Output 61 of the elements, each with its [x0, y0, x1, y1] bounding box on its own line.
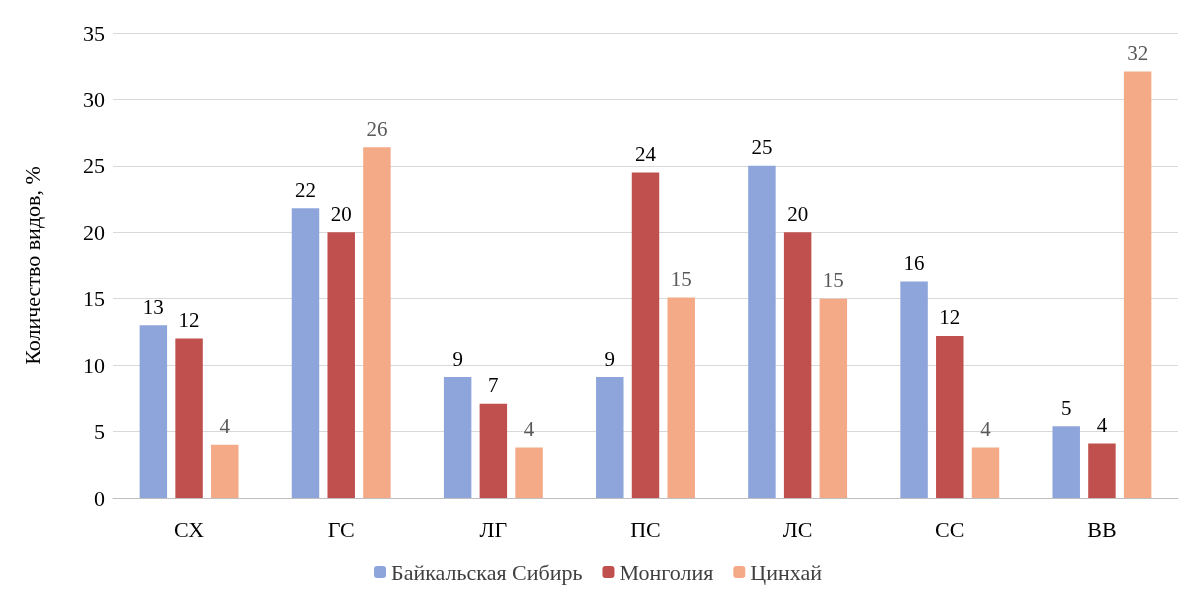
data-label: 12 [178, 308, 200, 333]
data-label: 13 [142, 294, 164, 319]
y-axis-title: Количество видов, % [19, 166, 45, 365]
x-tick-label: ЛГ [479, 516, 508, 542]
bar [748, 165, 776, 498]
data-label: 4 [523, 417, 535, 442]
data-label: 22 [295, 177, 316, 202]
data-label: 20 [787, 201, 809, 226]
bar [443, 377, 472, 498]
bar [515, 447, 543, 498]
bar [631, 172, 660, 498]
bar [1088, 443, 1116, 498]
y-tick-label: 25 [83, 153, 105, 179]
data-label: 9 [452, 346, 463, 371]
data-label: 32 [1127, 41, 1149, 66]
y-tick-label: 30 [83, 86, 105, 112]
legend-label: Монголия [619, 559, 714, 585]
bar [363, 147, 391, 498]
y-tick-label: 5 [94, 419, 105, 445]
legend-label: Цинхай [750, 559, 823, 585]
bar [667, 297, 695, 498]
data-label: 12 [939, 305, 961, 330]
data-label: 9 [604, 346, 616, 371]
y-tick-label: 15 [83, 286, 105, 312]
data-label: 7 [488, 373, 499, 398]
bar [783, 232, 812, 498]
bar [139, 325, 168, 498]
x-tick-label: ГС [327, 516, 355, 542]
legend-label: Байкальская Сибирь [391, 559, 583, 585]
data-label: 4 [1096, 413, 1108, 438]
data-label: 5 [1060, 395, 1072, 420]
y-tick-label: 35 [83, 20, 105, 46]
data-label: 25 [751, 135, 773, 160]
data-label: 20 [330, 201, 352, 226]
data-label: 24 [635, 142, 657, 166]
bar [900, 281, 928, 498]
data-label: 26 [366, 116, 388, 141]
bar [596, 377, 624, 498]
data-label: 15 [822, 268, 844, 293]
bar [211, 444, 239, 498]
data-label: 4 [219, 414, 231, 439]
y-tick-label: 0 [94, 485, 105, 511]
bar [327, 232, 355, 498]
x-tick-label: ВВ [1087, 516, 1117, 542]
x-tick-label: СХ [174, 516, 205, 542]
bar [819, 298, 848, 498]
bar [291, 208, 320, 498]
y-tick-label: 20 [83, 219, 105, 245]
data-label: 15 [670, 266, 692, 291]
bar [175, 338, 203, 498]
bar [1123, 71, 1152, 498]
bar [479, 403, 508, 498]
x-tick-label: ЛС [782, 516, 813, 542]
bar [936, 335, 964, 498]
x-tick-label: СС [935, 516, 965, 542]
bar [1052, 426, 1080, 498]
bar [971, 447, 1000, 498]
y-tick-label: 10 [83, 352, 105, 378]
x-tick-label: ПС [630, 516, 661, 542]
data-label: 4 [980, 417, 992, 442]
data-label: 16 [903, 250, 925, 275]
